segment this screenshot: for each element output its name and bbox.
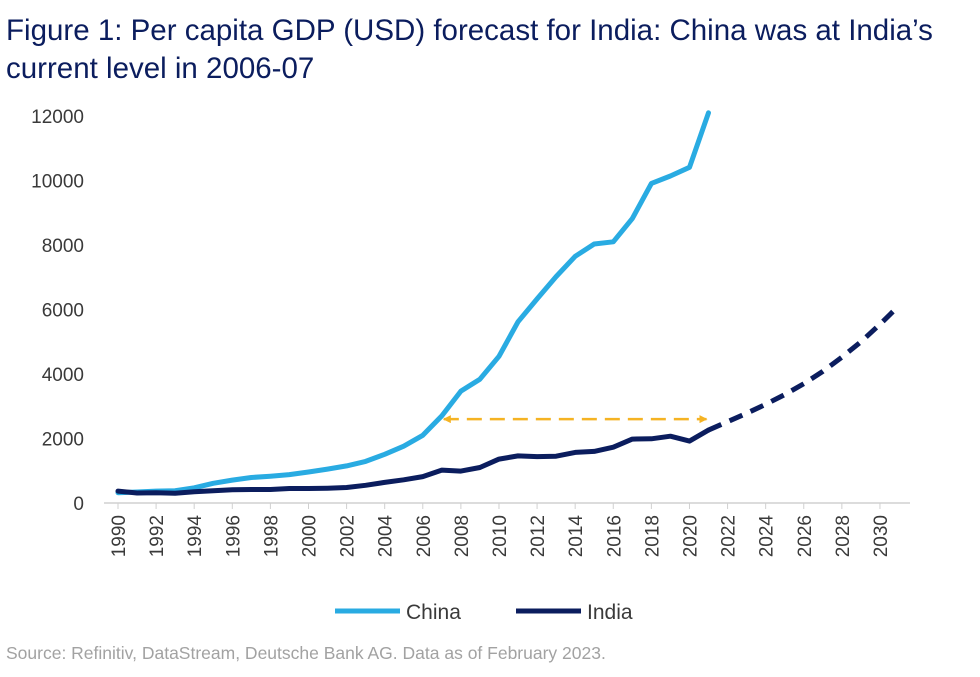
- x-tick-label: 2016: [604, 515, 625, 557]
- x-tick-label: 2028: [833, 515, 854, 557]
- series-layer: [115, 110, 901, 496]
- series-line-china: [115, 110, 711, 496]
- y-tick-label: 12000: [31, 107, 84, 128]
- x-tick-label: 2024: [757, 515, 778, 558]
- source-note: Source: Refinitiv, DataStream, Deutsche …: [6, 643, 606, 663]
- x-tick-label: 2012: [528, 515, 549, 557]
- legend-label-india: India: [587, 601, 633, 624]
- x-axis-ticks: 1990 1992 1994 1996 1998 2000 2002 2004 2006 2008…: [109, 503, 892, 557]
- y-axis-ticks: 0 2000 4000 6000 8000 10000 12000: [31, 107, 84, 515]
- y-tick-label: 0: [73, 494, 84, 515]
- y-tick-label: 2000: [42, 430, 84, 451]
- x-tick-label: 2000: [299, 515, 320, 557]
- x-tick-label: 1990: [109, 515, 130, 557]
- y-tick-label: 4000: [42, 365, 84, 386]
- x-tick-label: 2022: [719, 515, 740, 557]
- legend: China India: [335, 601, 633, 624]
- y-tick-label: 8000: [42, 236, 84, 257]
- series-line-india-forecast: [707, 303, 901, 433]
- x-tick-label: 2010: [490, 515, 511, 557]
- x-tick-label: 2004: [376, 515, 397, 558]
- x-tick-label: 1994: [185, 515, 206, 558]
- x-tick-label: 2006: [414, 515, 435, 557]
- x-tick-label: 2008: [452, 515, 473, 557]
- x-tick-label: 2026: [795, 515, 816, 557]
- chart-title: Figure 1: Per capita GDP (USD) forecast …: [6, 14, 933, 85]
- x-tick-label: 2014: [566, 515, 587, 558]
- x-tick-label: 1998: [261, 515, 282, 557]
- x-tick-label: 1992: [147, 515, 168, 557]
- x-tick-label: 2002: [338, 515, 359, 557]
- x-tick-label: 2018: [642, 515, 663, 557]
- x-tick-label: 1996: [223, 515, 244, 557]
- series-line-india: [115, 427, 711, 496]
- y-tick-label: 10000: [31, 172, 84, 193]
- y-tick-label: 6000: [42, 301, 84, 322]
- x-tick-label: 2030: [871, 515, 892, 557]
- legend-label-china: China: [406, 601, 461, 624]
- x-tick-label: 2020: [680, 515, 701, 557]
